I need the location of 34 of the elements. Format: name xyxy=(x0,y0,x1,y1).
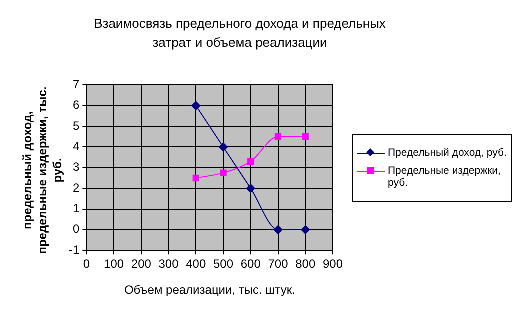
point xyxy=(220,170,227,176)
x-tick-label: 200 xyxy=(131,257,152,272)
point xyxy=(192,101,201,110)
x-tick-label: 800 xyxy=(296,257,316,272)
point xyxy=(274,225,283,234)
chart-title: Взаимосвязь предельного дохода и предельных затрат и объема реализации xyxy=(93,15,387,52)
point xyxy=(302,134,309,140)
x-tick-label: 100 xyxy=(104,257,124,272)
y-tick-label: 0 xyxy=(72,222,80,236)
y-tick-label: -1 xyxy=(69,242,80,257)
y-tick-label: 3 xyxy=(72,160,80,174)
point xyxy=(219,142,228,152)
y-tick-label: 2 xyxy=(72,180,80,195)
point xyxy=(301,225,310,234)
x-axis-title: Объем реализации, тыс. штук. xyxy=(123,283,297,297)
x-tick-label: 400 xyxy=(186,257,206,272)
y-tick-label: 5 xyxy=(72,118,80,133)
y-axis-title: предельный доход, предельные издержки, тыс. руб. xyxy=(20,86,66,256)
legend-label: Предельные издержки, руб. xyxy=(388,165,502,189)
y-tick-label: 1 xyxy=(72,202,80,216)
x-tick-label: 700 xyxy=(268,257,289,272)
y-tick-label: 6 xyxy=(72,98,80,112)
point xyxy=(192,174,200,182)
x-tick-label: 900 xyxy=(322,257,344,272)
point xyxy=(248,158,254,166)
x-tick-label: 500 xyxy=(214,257,234,272)
point xyxy=(246,184,256,194)
x-tick-label: 0 xyxy=(83,257,90,272)
point xyxy=(274,134,282,140)
y-tick-label: 4 xyxy=(72,140,80,154)
x-tick-label: 300 xyxy=(158,257,180,272)
x-tick-label: 600 xyxy=(240,257,262,272)
legend-label: Предельный доход, руб. xyxy=(388,147,507,159)
y-tick-label: 7 xyxy=(72,78,80,92)
